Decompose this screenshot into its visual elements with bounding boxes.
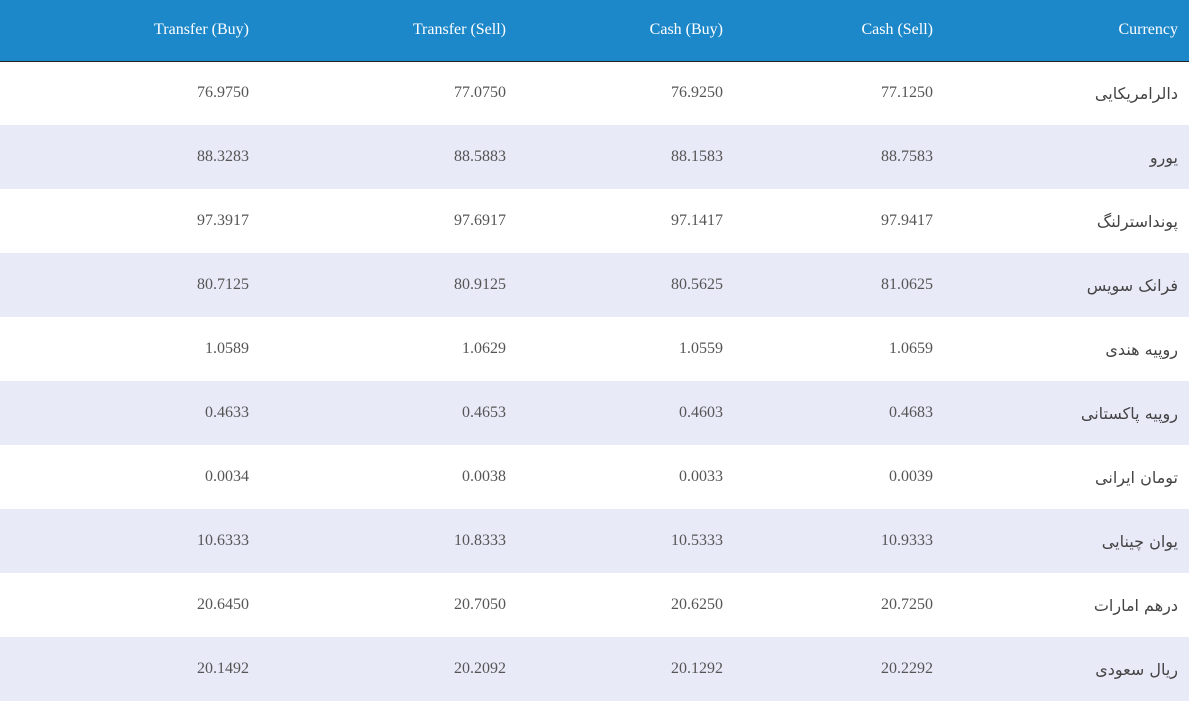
currency-name-cell: درهم امارات (1093, 595, 1178, 615)
header-transfer-sell: Transfer (Sell) (412, 21, 506, 39)
cash-buy-cell: 0.0033 (679, 468, 723, 485)
table-row: 20.1492 20.2092 20.1292 20.2292 ریال سعودی (0, 637, 1189, 701)
cash-buy-cell: 0.4603 (679, 404, 723, 421)
table-row: 88.3283 88.5883 88.1583 88.7583 یورو (0, 125, 1189, 189)
header-cash-buy: Cash (Buy) (649, 21, 723, 39)
transfer-buy-cell: 0.0034 (205, 468, 249, 485)
cash-sell-cell: 97.9417 (881, 212, 933, 229)
currency-name-cell: ریال سعودی (1095, 659, 1178, 679)
table-row: 20.6450 20.7050 20.6250 20.7250 درهم امارات (0, 573, 1189, 637)
cash-buy-cell: 10.5333 (671, 532, 723, 549)
header-transfer-buy: Transfer (Buy) (154, 21, 249, 39)
table-row: 0.0034 0.0038 0.0033 0.0039 تومان ایرانی (0, 445, 1189, 509)
header-currency: Currency (1118, 21, 1178, 39)
cash-sell-cell: 0.0039 (889, 468, 933, 485)
cash-sell-cell: 88.7583 (881, 148, 933, 165)
transfer-sell-cell: 10.8333 (454, 532, 506, 549)
transfer-sell-cell: 0.4653 (462, 404, 506, 421)
table-row: 76.9750 77.0750 76.9250 77.1250 دالرامریکایی (0, 61, 1189, 125)
cash-buy-cell: 76.9250 (671, 84, 723, 102)
currency-name-cell: فرانک سویس (1086, 275, 1178, 295)
table-header: Transfer (Buy) Transfer (Sell) Cash (Buy… (0, 0, 1189, 61)
transfer-buy-cell: 88.3283 (197, 148, 249, 165)
currency-name-cell: تومان ایرانی (1095, 467, 1178, 487)
cash-buy-cell: 88.1583 (671, 148, 723, 165)
cash-sell-cell: 77.1250 (881, 84, 933, 102)
table-row: 1.0589 1.0629 1.0559 1.0659 روپیه هندی (0, 317, 1189, 381)
transfer-sell-cell: 1.0629 (462, 340, 506, 357)
currency-name-cell: روپیه هندی (1105, 339, 1178, 359)
transfer-sell-cell: 20.7050 (454, 596, 506, 613)
header-cash-sell: Cash (Sell) (861, 21, 933, 39)
cash-buy-cell: 20.6250 (671, 596, 723, 613)
table-row: 80.7125 80.9125 80.5625 81.0625 فرانک سویس (0, 253, 1189, 317)
cash-buy-cell: 1.0559 (679, 340, 723, 357)
transfer-buy-cell: 80.7125 (197, 276, 249, 293)
currency-name-cell: پونداسترلنگ (1096, 211, 1178, 231)
transfer-buy-cell: 20.6450 (197, 596, 249, 613)
transfer-sell-cell: 97.6917 (454, 212, 506, 229)
cash-sell-cell: 81.0625 (881, 276, 933, 293)
cash-sell-cell: 0.4683 (889, 404, 933, 421)
cash-buy-cell: 97.1417 (671, 212, 723, 229)
transfer-buy-cell: 76.9750 (197, 84, 249, 102)
currency-name-cell: یورو (1149, 147, 1178, 167)
transfer-sell-cell: 80.9125 (454, 276, 506, 293)
cash-sell-cell: 1.0659 (889, 340, 933, 357)
transfer-buy-cell: 10.6333 (197, 532, 249, 549)
header-row: Transfer (Buy) Transfer (Sell) Cash (Buy… (0, 0, 1189, 61)
cash-sell-cell: 10.9333 (881, 532, 933, 549)
transfer-buy-cell: 1.0589 (205, 340, 249, 357)
transfer-sell-cell: 20.2092 (454, 660, 506, 677)
table-row: 97.3917 97.6917 97.1417 97.9417 پونداسترلنگ (0, 189, 1189, 253)
currency-name-cell: یوان چینایی (1101, 531, 1178, 551)
transfer-buy-cell: 97.3917 (197, 212, 249, 229)
table-row: 0.4633 0.4653 0.4603 0.4683 روپیه پاکستانی (0, 381, 1189, 445)
transfer-sell-cell: 77.0750 (454, 84, 506, 102)
table-body: 76.9750 77.0750 76.9250 77.1250 دالرامریکایی… (0, 61, 1189, 701)
cash-sell-cell: 20.2292 (881, 660, 933, 677)
cash-buy-cell: 80.5625 (671, 276, 723, 293)
currency-name-cell: دالرامریکایی (1094, 83, 1178, 103)
transfer-sell-cell: 0.0038 (462, 468, 506, 485)
currency-name-cell: روپیه پاکستانی (1080, 403, 1178, 423)
transfer-buy-cell: 20.1492 (197, 660, 249, 677)
cash-buy-cell: 20.1292 (671, 660, 723, 677)
table-row: 10.6333 10.8333 10.5333 10.9333 یوان چینایی (0, 509, 1189, 573)
transfer-sell-cell: 88.5883 (454, 148, 506, 165)
transfer-buy-cell: 0.4633 (205, 404, 249, 421)
cash-sell-cell: 20.7250 (881, 596, 933, 613)
